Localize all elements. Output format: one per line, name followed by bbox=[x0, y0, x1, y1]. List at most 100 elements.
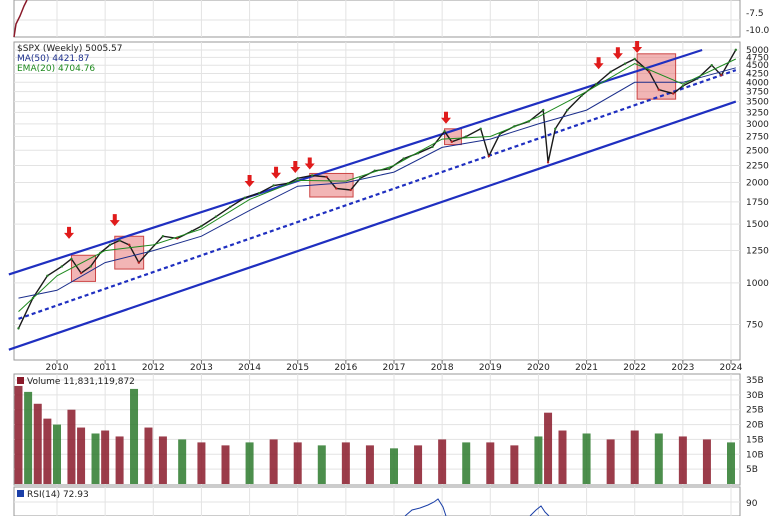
rsi-line bbox=[404, 498, 447, 516]
rsi-title: RSI(14) 72.93 bbox=[27, 490, 89, 500]
legend-spx: $SPX (Weekly) 5005.57 bbox=[17, 44, 122, 54]
top-panel-frame bbox=[13, 0, 741, 38]
highlight-box bbox=[70, 254, 97, 282]
volume-bar bbox=[158, 436, 167, 484]
series-line-1 bbox=[18, 67, 736, 299]
volume-bar bbox=[33, 403, 42, 484]
date-axis: 2010 2011 2012 2013 2014 2015 2016 2017 2018 2019… bbox=[46, 360, 743, 373]
price-point bbox=[118, 239, 121, 242]
price-point bbox=[595, 82, 598, 86]
price-point bbox=[443, 130, 446, 133]
x-tick-label: 2018 bbox=[431, 363, 454, 373]
price-point bbox=[623, 62, 627, 65]
price-point bbox=[554, 127, 557, 131]
x-tick-label: 2019 bbox=[479, 363, 502, 373]
price-point bbox=[258, 191, 261, 195]
volume-bar bbox=[101, 430, 110, 484]
sell-arrow bbox=[109, 214, 120, 227]
price-point bbox=[566, 108, 569, 112]
rsi-legend-swatch bbox=[17, 490, 24, 497]
price-point bbox=[70, 257, 73, 261]
sell-arrow bbox=[244, 175, 255, 188]
volume-tick-label: 25B bbox=[746, 406, 764, 416]
x-tick-label: 2012 bbox=[142, 363, 165, 373]
legend-ma50: MA(50) 4421.87 bbox=[17, 54, 89, 64]
volume-tick-label: 35B bbox=[746, 376, 764, 386]
price-point bbox=[17, 327, 20, 330]
volume-bar bbox=[293, 442, 302, 484]
volume-bar bbox=[24, 391, 33, 484]
volume-bar bbox=[438, 439, 447, 484]
channel-trendlines bbox=[8, 48, 737, 351]
price-tick-label: 3500 bbox=[746, 98, 769, 108]
volume-bar bbox=[144, 427, 153, 484]
volume-bar bbox=[510, 445, 519, 484]
volume-bar bbox=[178, 439, 187, 484]
price-tick-label: 1500 bbox=[746, 220, 769, 230]
price-point bbox=[402, 157, 405, 160]
top-panel-tick-label: -10.0 bbox=[746, 26, 770, 36]
price-point bbox=[710, 64, 713, 67]
price-point bbox=[60, 265, 64, 268]
volume-bar bbox=[317, 445, 326, 484]
trendline-solid bbox=[8, 100, 737, 351]
x-tick-label: 2010 bbox=[46, 363, 69, 373]
price-series bbox=[17, 48, 738, 330]
rsi-line-right bbox=[529, 505, 550, 516]
volume-bar bbox=[221, 445, 230, 484]
price-point bbox=[128, 243, 131, 247]
price-point bbox=[609, 70, 612, 74]
volume-bar bbox=[67, 409, 76, 484]
x-tick-label: 2024 bbox=[720, 363, 743, 373]
series-line-2 bbox=[18, 58, 737, 312]
price-point bbox=[108, 243, 112, 247]
volume-bar bbox=[197, 442, 206, 484]
volume-bar bbox=[341, 442, 350, 484]
price-tick-label: 750 bbox=[746, 320, 763, 330]
price-point bbox=[720, 74, 723, 77]
price-point bbox=[657, 88, 660, 91]
volume-bar bbox=[130, 388, 139, 484]
price-point bbox=[161, 235, 165, 238]
rsi-tick-label: 90 bbox=[746, 499, 758, 509]
price-point bbox=[681, 84, 685, 88]
x-tick-label: 2021 bbox=[575, 363, 598, 373]
volume-legend-swatch bbox=[17, 377, 24, 384]
volume-bar bbox=[606, 439, 615, 484]
price-panel-frame bbox=[13, 41, 741, 361]
volume-tick-label: 20B bbox=[746, 421, 764, 431]
sell-arrow bbox=[290, 160, 301, 173]
price-point bbox=[325, 175, 328, 179]
price-legend: $SPX (Weekly) 5005.57 MA(50) 4421.87 EMA… bbox=[17, 44, 122, 74]
sell-arrow bbox=[271, 166, 282, 179]
price-point bbox=[200, 224, 203, 228]
volume-bar bbox=[534, 436, 543, 484]
x-tick-label: 2023 bbox=[671, 363, 694, 373]
volume-bar bbox=[702, 439, 711, 484]
price-tick-label: 1750 bbox=[746, 198, 769, 208]
price-point bbox=[487, 154, 491, 158]
volume-bar bbox=[91, 433, 100, 484]
volume-tick-label: 15B bbox=[746, 435, 764, 445]
top-indicator-line bbox=[13, 0, 28, 38]
volume-bar bbox=[678, 436, 687, 484]
x-tick-label: 2016 bbox=[334, 363, 357, 373]
trendline-solid bbox=[8, 48, 703, 276]
price-point bbox=[272, 184, 275, 187]
sell-arrow bbox=[632, 40, 643, 53]
price-tick-label: 2750 bbox=[746, 132, 769, 142]
volume-bar bbox=[43, 418, 52, 484]
volume-bar bbox=[245, 442, 254, 484]
price-tick-label: 4500 bbox=[746, 61, 769, 71]
top-indicator-panel: -7.5 -10.0 bbox=[13, 0, 770, 38]
price-point bbox=[243, 196, 246, 200]
price-point bbox=[296, 177, 299, 180]
volume-bar bbox=[654, 433, 663, 484]
x-tick-label: 2014 bbox=[238, 363, 261, 373]
top-panel-tick-label: -7.5 bbox=[746, 9, 764, 19]
price-point bbox=[479, 127, 482, 131]
price-tick-label: 2500 bbox=[746, 146, 769, 156]
volume-bar bbox=[53, 424, 61, 484]
